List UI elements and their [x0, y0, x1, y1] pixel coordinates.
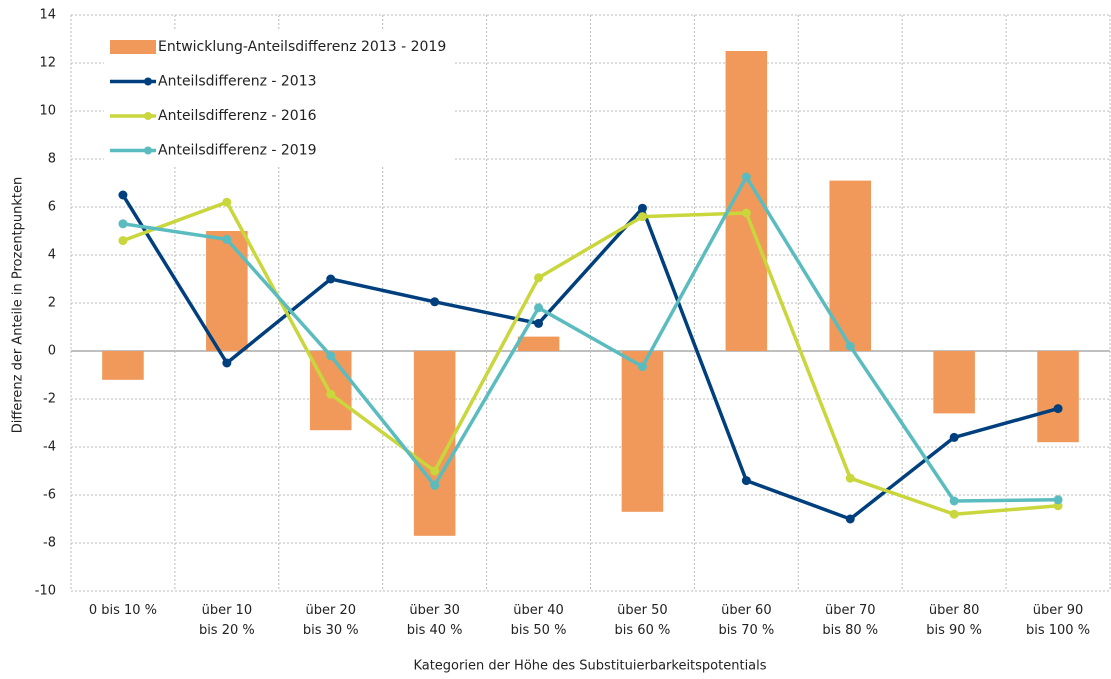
marker	[845, 514, 855, 524]
y-tick-label: 14	[39, 8, 56, 23]
marker	[118, 190, 128, 200]
bar	[621, 351, 664, 512]
marker	[637, 212, 647, 222]
line	[121, 194, 1059, 521]
legend-swatch	[110, 40, 156, 54]
marker	[222, 197, 232, 207]
y-tick-label: 6	[48, 200, 56, 215]
y-tick-label: 10	[39, 104, 56, 119]
x-tick-label: 0 bis 10 %	[88, 603, 158, 618]
marker	[430, 297, 440, 307]
x-tick-label: über 50 bis 60 %	[614, 603, 671, 638]
y-tick-label: 12	[39, 56, 56, 71]
x-tick-label: über 60 bis 70 %	[718, 603, 775, 638]
legend-label: Anteilsdifferenz - 2019	[158, 143, 317, 159]
y-tick-label: -6	[43, 488, 56, 503]
marker	[741, 172, 751, 182]
bar	[1037, 351, 1079, 443]
marker	[949, 496, 959, 506]
marker	[1053, 495, 1063, 505]
marker	[949, 509, 959, 519]
bar	[206, 231, 248, 351]
line	[122, 175, 1059, 503]
marker	[845, 473, 855, 483]
y-tick-label: 8	[48, 152, 56, 167]
x-tick-label: über 70 bis 80 %	[822, 603, 879, 638]
marker	[534, 318, 544, 328]
marker	[222, 358, 232, 368]
legend-label: Entwicklung-Anteilsdifferenz 2013 - 2019	[158, 39, 446, 55]
y-tick-label: 0	[48, 344, 56, 359]
bar	[933, 351, 975, 414]
legend-marker	[144, 77, 152, 86]
legend-label: Anteilsdifferenz - 2013	[158, 74, 317, 90]
bar	[517, 336, 560, 351]
marker	[430, 480, 440, 490]
marker	[430, 466, 440, 476]
marker	[326, 274, 336, 284]
y-tick-label: -4	[43, 440, 56, 455]
marker	[534, 273, 544, 283]
marker	[741, 208, 751, 218]
marker	[534, 303, 544, 313]
legend-bg	[104, 31, 454, 167]
marker	[326, 351, 336, 361]
x-tick-label: über 40 bis 50 %	[510, 603, 567, 638]
x-tick-label: über 90 bis 100 %	[1026, 603, 1091, 638]
marker	[949, 432, 959, 442]
legend-marker	[144, 112, 152, 120]
x-axis-title: Kategorien der Höhe des Substituierbarke…	[413, 659, 766, 674]
marker	[118, 219, 128, 229]
marker	[1053, 404, 1063, 414]
x-tick-label: über 10 bis 20 %	[198, 603, 255, 638]
legend-marker	[144, 146, 152, 155]
x-tick-label: über 30 bis 40 %	[406, 603, 463, 638]
y-axis-title: Differenz der Anteile in Prozentpunkten	[11, 177, 26, 434]
y-tick-label: -10	[35, 584, 56, 599]
x-tick-label: über 20 bis 30 %	[302, 603, 359, 638]
marker	[845, 341, 855, 351]
y-tick-label: 2	[48, 296, 56, 311]
x-tick-label: über 80 bis 90 %	[926, 603, 983, 638]
marker	[741, 476, 751, 486]
marker	[118, 236, 128, 246]
y-tick-label: 4	[48, 248, 56, 263]
y-tick-label: -2	[43, 392, 56, 407]
marker	[326, 389, 336, 399]
legend-label: Anteilsdifferenz - 2016	[158, 108, 317, 124]
marker	[637, 203, 647, 213]
bar	[102, 351, 144, 380]
marker	[222, 234, 232, 244]
marker	[637, 362, 647, 372]
y-tick-label: -8	[43, 536, 56, 551]
